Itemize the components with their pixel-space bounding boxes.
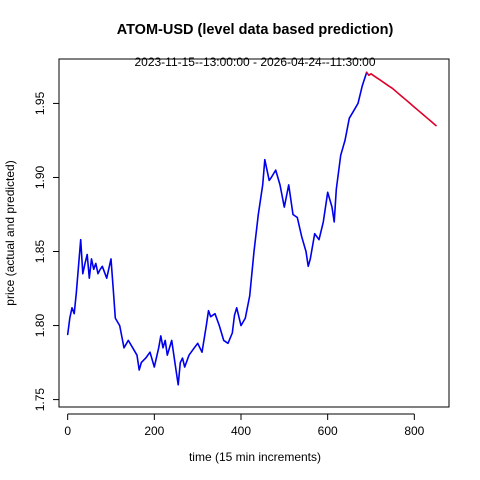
x-tick-label: 800 [404,424,424,438]
chart-subtitle: 2023-11-15--13:00:00 - 2026-04-24--11:30… [134,55,375,69]
x-axis: 0 200 400 600 800 [64,413,425,438]
y-tick-label: 1.80 [33,314,47,338]
plot-frame [58,58,450,408]
x-axis-label: time (15 min increments) [189,450,321,464]
x-tick-label: 0 [64,424,71,438]
predicted-series-line [365,71,437,127]
series-layer [66,71,437,386]
x-tick-label: 600 [318,424,338,438]
x-tick-label: 200 [144,424,164,438]
y-tick-label: 1.90 [33,165,47,189]
chart-title: ATOM-USD (level data based prediction) [117,22,394,38]
x-tick-label: 400 [231,424,251,438]
y-tick-label: 1.95 [33,91,47,115]
y-axis: 1.75 1.80 1.85 1.90 1.95 [33,91,60,412]
y-tick-label: 1.75 [33,388,47,412]
y-axis-label: price (actual and predicted) [3,160,17,305]
actual-series-line [66,71,368,386]
y-tick-label: 1.85 [33,240,47,264]
